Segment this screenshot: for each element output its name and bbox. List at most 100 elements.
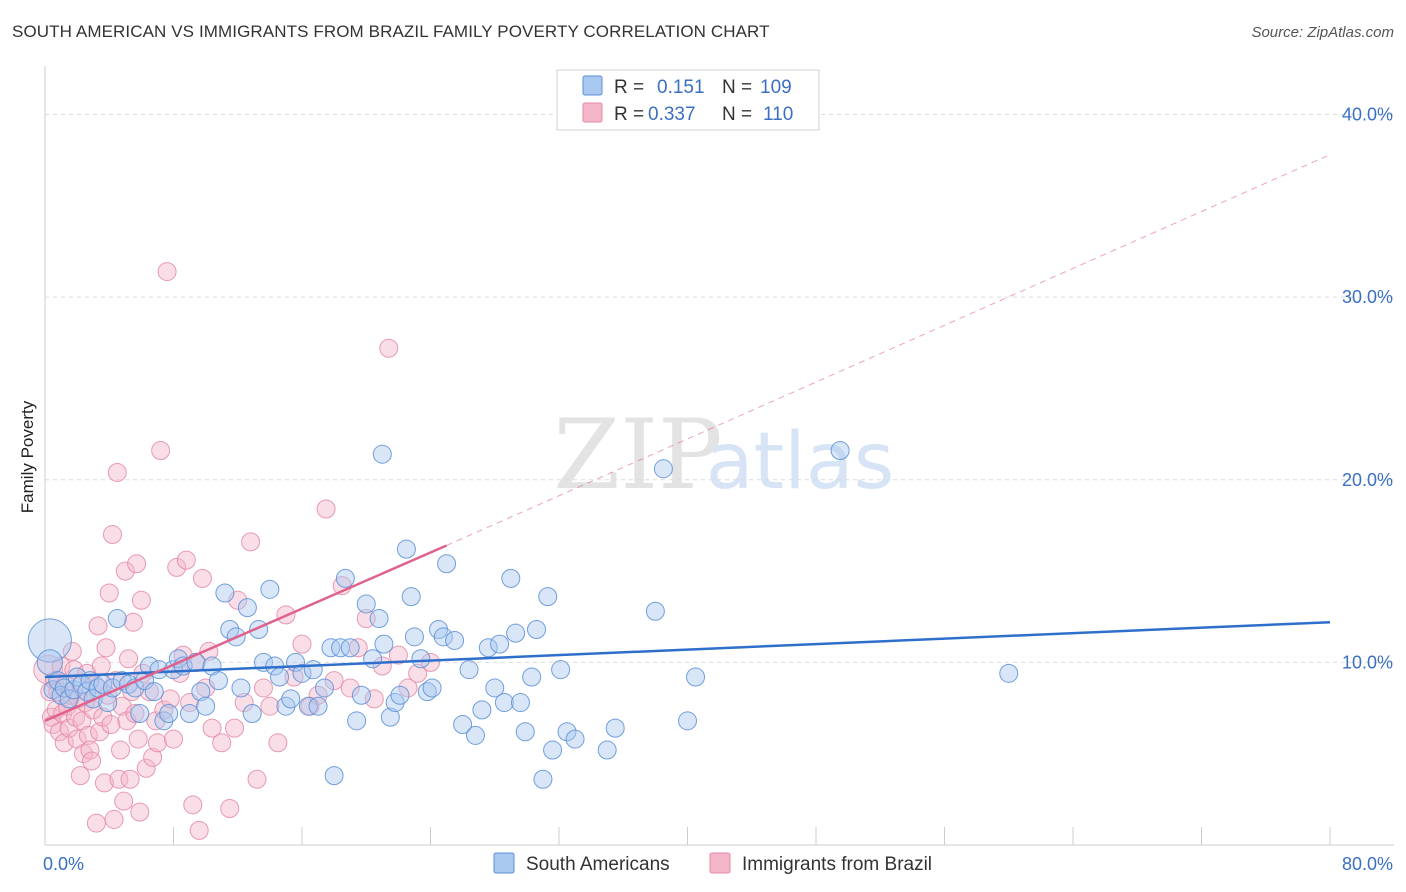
point-immigrants-from-brazil bbox=[136, 758, 156, 778]
legend-top-swatch-blue bbox=[582, 75, 603, 96]
legend-top-n-value-blue: 109 bbox=[760, 77, 792, 98]
point-immigrants-from-brazil bbox=[123, 612, 143, 632]
legend-bottom-label-pink: Immigrants from Brazil bbox=[742, 854, 932, 875]
point-south-americans bbox=[653, 459, 673, 479]
x-tick-labels: 0.0% 80.0% bbox=[43, 854, 1393, 874]
x-tick-label-min: 0.0% bbox=[43, 854, 84, 874]
point-south-americans bbox=[411, 649, 431, 669]
point-south-americans bbox=[144, 682, 164, 702]
point-south-americans bbox=[77, 682, 97, 702]
point-immigrants-from-brazil bbox=[202, 718, 222, 738]
point-south-americans bbox=[130, 704, 150, 724]
point-immigrants-from-brazil bbox=[167, 557, 187, 577]
point-immigrants-from-brazil bbox=[364, 689, 384, 709]
point-immigrants-from-brazil bbox=[408, 663, 428, 683]
point-immigrants-from-brazil bbox=[268, 733, 288, 753]
y-axis-title: Family Poverty bbox=[18, 400, 37, 513]
point-immigrants-from-brazil bbox=[212, 733, 232, 753]
point-immigrants-from-brazil bbox=[260, 696, 280, 716]
y-tick-label: 30.0% bbox=[1342, 287, 1393, 307]
point-immigrants-from-brazil bbox=[139, 682, 159, 702]
series-south-americans bbox=[27, 441, 1019, 789]
point-immigrants-from-brazil bbox=[54, 733, 74, 753]
point-south-americans bbox=[445, 630, 465, 650]
point-south-americans bbox=[36, 649, 63, 676]
point-south-americans bbox=[453, 714, 473, 734]
point-south-americans bbox=[260, 579, 280, 599]
legend-top: R = 0.151 N = 109 R = 0.337 N = 110 bbox=[556, 69, 820, 131]
watermark: ZIP atlas bbox=[553, 399, 894, 511]
legend-top-n-label-pink: N = bbox=[722, 104, 752, 125]
point-immigrants-from-brazil bbox=[114, 791, 134, 811]
point-immigrants-from-brazil bbox=[119, 649, 139, 669]
point-immigrants-from-brazil bbox=[88, 616, 108, 636]
point-south-americans bbox=[191, 682, 211, 702]
legend-top-r-label-pink: R = bbox=[614, 104, 644, 125]
point-south-americans bbox=[314, 678, 334, 698]
point-immigrants-from-brazil bbox=[128, 729, 148, 749]
point-immigrants-from-brazil bbox=[107, 462, 127, 482]
point-immigrants-from-brazil bbox=[125, 704, 145, 724]
point-south-americans bbox=[340, 638, 360, 658]
point-immigrants-from-brazil bbox=[78, 725, 98, 745]
legend-bottom-label-blue: South Americans bbox=[526, 854, 670, 875]
point-immigrants-from-brazil bbox=[398, 678, 418, 698]
y-tick-labels: 10.0% 20.0% 30.0% 40.0% bbox=[1342, 105, 1393, 673]
trendline-blue bbox=[44, 620, 1331, 679]
point-south-americans bbox=[522, 667, 542, 687]
legend-top-r-value-blue: 0.151 bbox=[657, 77, 705, 98]
legend-top-r-label-blue: R = bbox=[614, 77, 644, 98]
point-immigrants-from-brazil bbox=[40, 682, 60, 702]
point-south-americans bbox=[433, 627, 453, 647]
point-south-americans bbox=[527, 620, 547, 640]
point-immigrants-from-brazil bbox=[421, 652, 440, 672]
point-immigrants-from-brazil bbox=[90, 722, 110, 742]
point-immigrants-from-brazil bbox=[96, 638, 116, 658]
point-south-americans bbox=[292, 663, 312, 683]
point-south-americans bbox=[281, 689, 301, 709]
point-south-americans bbox=[494, 693, 514, 713]
point-south-americans bbox=[220, 620, 240, 640]
point-south-americans bbox=[565, 729, 585, 749]
point-immigrants-from-brazil bbox=[379, 338, 399, 358]
point-south-americans bbox=[27, 618, 72, 663]
point-south-americans bbox=[321, 638, 341, 658]
point-south-americans bbox=[351, 685, 371, 705]
legend-bottom-swatch-pink bbox=[709, 852, 731, 874]
point-immigrants-from-brazil bbox=[74, 744, 94, 764]
point-immigrants-from-brazil bbox=[91, 656, 111, 676]
point-immigrants-from-brazil bbox=[151, 441, 171, 461]
watermark-zip: ZIP bbox=[553, 399, 722, 511]
point-south-americans bbox=[242, 704, 262, 724]
point-immigrants-from-brazil bbox=[388, 645, 408, 665]
point-south-americans bbox=[485, 678, 505, 698]
point-south-americans bbox=[196, 696, 216, 716]
point-south-americans bbox=[107, 609, 127, 629]
point-south-americans bbox=[459, 660, 479, 680]
point-immigrants-from-brazil bbox=[109, 769, 129, 789]
point-south-americans bbox=[270, 667, 290, 687]
point-south-americans bbox=[380, 707, 400, 727]
gridlines bbox=[45, 114, 1394, 663]
point-south-americans bbox=[180, 704, 200, 724]
point-immigrants-from-brazil bbox=[192, 568, 212, 588]
point-south-americans bbox=[390, 685, 410, 705]
point-immigrants-from-brazil bbox=[340, 678, 360, 698]
point-south-americans bbox=[605, 718, 625, 738]
point-immigrants-from-brazil bbox=[253, 678, 273, 698]
point-south-americans bbox=[686, 667, 706, 687]
point-immigrants-from-brazil bbox=[308, 685, 328, 705]
point-immigrants-from-brazil bbox=[104, 809, 124, 829]
point-south-americans bbox=[396, 539, 416, 559]
point-south-americans bbox=[374, 634, 394, 654]
point-south-americans bbox=[501, 568, 521, 588]
point-immigrants-from-brazil bbox=[82, 751, 102, 771]
point-immigrants-from-brazil bbox=[316, 499, 336, 519]
point-immigrants-from-brazil bbox=[110, 740, 130, 760]
point-south-americans bbox=[215, 583, 235, 603]
point-immigrants-from-brazil bbox=[49, 722, 69, 742]
point-south-americans bbox=[363, 649, 383, 669]
y-tick-label: 10.0% bbox=[1342, 652, 1393, 672]
trendlines bbox=[44, 154, 1331, 722]
